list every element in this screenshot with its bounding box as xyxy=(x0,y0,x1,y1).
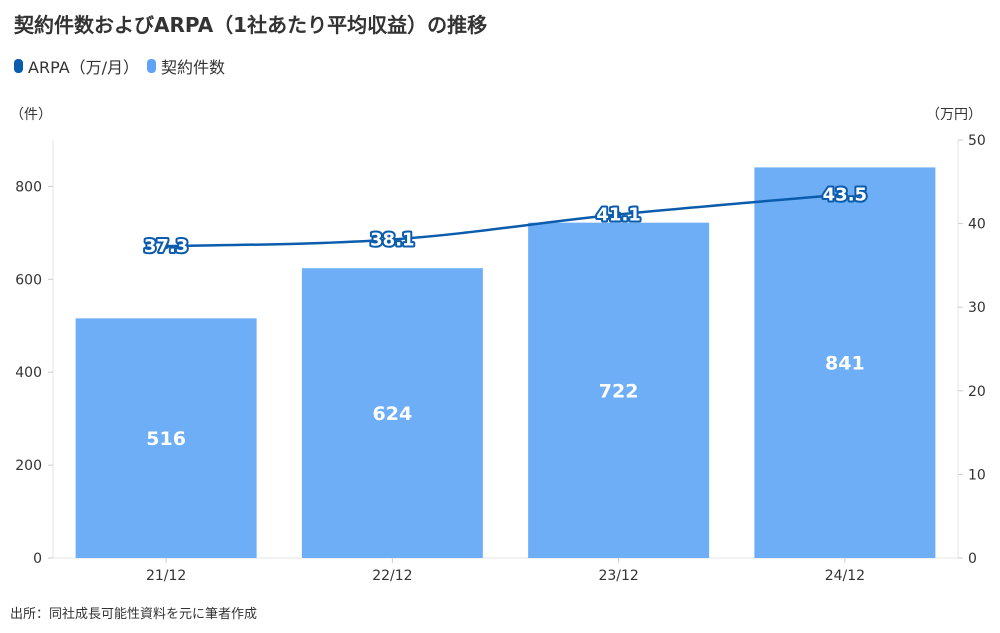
left-tick-label: 800 xyxy=(15,179,42,195)
bar xyxy=(528,222,710,558)
arpa-value-label: 43.5 xyxy=(823,184,867,205)
arpa-value-label: 41.1 xyxy=(596,204,640,225)
bar-value-label: 516 xyxy=(146,428,186,450)
arpa-line xyxy=(166,193,845,248)
right-tick-label: 40 xyxy=(968,217,986,233)
arpa-point xyxy=(163,243,170,250)
bar xyxy=(301,268,483,558)
data-labels: 516 624 722 841 37.3 38.1 41.1 43.5 xyxy=(142,182,869,452)
legend: ARPA（万/月） 契約件数 xyxy=(14,54,233,78)
arpa-point xyxy=(841,191,848,198)
left-axis-unit: （件） xyxy=(10,107,52,123)
arpa-value-label: 38.1 xyxy=(370,229,414,250)
x-tick-label: 23/12 xyxy=(598,568,638,584)
x-tick-label: 22/12 xyxy=(372,568,412,584)
bar-value-label: 624 xyxy=(373,403,413,425)
arpa-point xyxy=(615,211,622,218)
bar-value-label: 841 xyxy=(825,353,865,375)
right-tick-label: 30 xyxy=(968,300,986,316)
right-tick-label: 50 xyxy=(968,133,986,149)
bar xyxy=(754,167,936,558)
chart-title: 契約件数およびARPA（1社あたり平均収益）の推移 xyxy=(14,13,488,37)
right-tick-label: 0 xyxy=(968,551,977,567)
legend-item-contracts: 契約件数 xyxy=(147,54,225,78)
right-tick-label: 20 xyxy=(968,384,986,400)
bar-series xyxy=(75,167,936,558)
right-axis-unit: （万円） xyxy=(926,107,982,123)
x-tick-label: 24/12 xyxy=(825,568,865,584)
left-tick-label: 600 xyxy=(15,272,42,288)
left-tick-label: 400 xyxy=(15,365,42,381)
source-note: 出所：同社成長可能性資料を元に筆者作成 xyxy=(10,607,258,622)
left-tick-label: 0 xyxy=(33,551,42,567)
legend-item-arpa: ARPA（万/月） xyxy=(14,54,139,78)
right-tick-label: 10 xyxy=(968,467,986,483)
legend-swatch-arpa xyxy=(14,59,23,73)
bar-value-label: 722 xyxy=(599,380,639,402)
x-tick-label: 21/12 xyxy=(146,568,186,584)
bar xyxy=(75,318,257,558)
left-tick-label: 200 xyxy=(15,458,42,474)
legend-label-arpa: ARPA（万/月） xyxy=(28,58,140,77)
line-series xyxy=(163,191,848,250)
arpa-value-label: 37.3 xyxy=(144,236,188,257)
arpa-point xyxy=(389,236,396,243)
legend-swatch-contracts xyxy=(147,59,157,73)
legend-label-contracts: 契約件数 xyxy=(161,58,226,77)
